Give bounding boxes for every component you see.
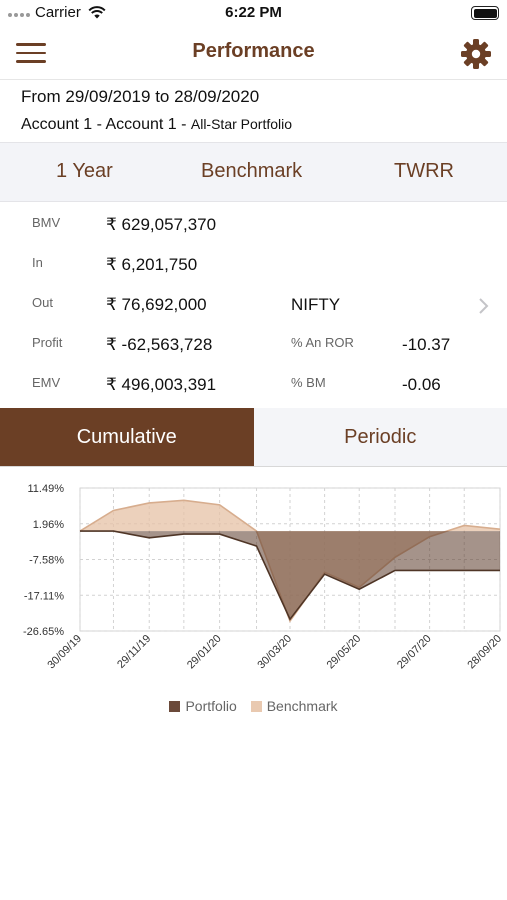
chevron-right-icon[interactable] — [474, 297, 492, 315]
out-value: ₹ 76,692,000 — [106, 295, 207, 314]
x-tick-label: 30/09/19 — [45, 633, 84, 672]
out-label: Out — [32, 295, 53, 310]
chart-svg: 11.49% 1.96% -7.58% -17.11% -26.65%30/09/19 2… — [23, 483, 504, 672]
gear-icon[interactable] — [459, 37, 493, 71]
status-bar: Carrier 6:22 PM — [0, 0, 507, 28]
legend-swatch-benchmark — [250, 701, 262, 712]
series-area-portfolio — [80, 531, 500, 620]
y-tick-label: 11.49% — [28, 483, 65, 495]
x-tick-label: 29/07/20 — [395, 633, 434, 672]
menu-icon[interactable] — [16, 43, 46, 65]
legend-swatch-portfolio — [169, 701, 181, 712]
signal-icon — [8, 13, 30, 17]
in-value: ₹ 6,201,750 — [106, 255, 198, 274]
y-tick-label: -7.58% — [29, 555, 64, 567]
period-info: From 29/09/2019 to 28/09/2020 Account 1 … — [0, 80, 507, 142]
tab-cumulative[interactable]: Cumulative — [0, 408, 254, 466]
account-line: Account 1 - Account 1 - All-Star Portfol… — [21, 116, 292, 134]
emv-value: ₹ 496,003,391 — [106, 375, 217, 394]
x-tick-label: 30/03/20 — [255, 633, 294, 672]
benchmark-selector[interactable]: Benchmark — [201, 160, 303, 182]
performance-stats: BMV ₹ 629,057,370 In ₹ 6,201,750 Out ₹ 7… — [0, 203, 507, 408]
profit-value: ₹ -62,563,728 — [106, 335, 213, 354]
ror-label: % An ROR — [291, 335, 354, 350]
legend-item-benchmark: Benchmark — [250, 698, 338, 714]
filter-bar: 1 Year Benchmark TWRR — [0, 142, 507, 202]
y-tick-label: -17.11% — [24, 590, 64, 602]
nav-bar: Performance — [0, 28, 507, 80]
legend-item-portfolio: Portfolio — [169, 698, 237, 714]
y-tick-label: 1.96% — [33, 519, 64, 531]
y-tick-label: -26.65% — [23, 626, 64, 638]
series-line-portfolio — [80, 530, 500, 621]
x-tick-label: 29/01/20 — [185, 633, 224, 672]
method-selector[interactable]: TWRR — [394, 160, 454, 182]
x-tick-label: 29/11/19 — [115, 633, 153, 671]
bmv-label: BMV — [32, 215, 61, 230]
battery-icon — [471, 6, 499, 20]
in-label: In — [32, 255, 43, 270]
tab-periodic[interactable]: Periodic — [253, 408, 507, 466]
portfolio-name: All-Star Portfolio — [190, 116, 293, 132]
profit-label: Profit — [32, 335, 63, 350]
wifi-icon — [88, 6, 106, 19]
status-time: 6:22 PM — [225, 4, 282, 21]
legend-label-benchmark: Benchmark — [266, 698, 338, 714]
emv-label: EMV — [32, 375, 61, 390]
ror-value: -10.37 — [402, 335, 451, 354]
date-range: From 29/09/2019 to 28/09/2020 — [21, 87, 260, 106]
chart-legend: Portfolio Benchmark — [0, 698, 507, 714]
x-tick-label: 28/09/20 — [465, 633, 504, 672]
bm-value: -0.06 — [402, 375, 441, 394]
period-selector[interactable]: 1 Year — [56, 160, 113, 182]
legend-label-portfolio: Portfolio — [185, 698, 237, 714]
x-tick-label: 29/05/20 — [325, 633, 364, 672]
benchmark-name[interactable]: NIFTY — [291, 295, 341, 314]
performance-chart: 11.49% 1.96% -7.58% -17.11% -26.65% 30/09/19 2… — [0, 468, 507, 728]
page-title: Performance — [192, 40, 315, 62]
account-name: Account 1 - Account 1 - — [21, 116, 191, 133]
chart-tabs: Cumulative Periodic — [0, 408, 507, 467]
bmv-value: ₹ 629,057,370 — [106, 215, 217, 234]
carrier-label: Carrier — [35, 4, 81, 21]
bm-label: % BM — [291, 375, 326, 390]
